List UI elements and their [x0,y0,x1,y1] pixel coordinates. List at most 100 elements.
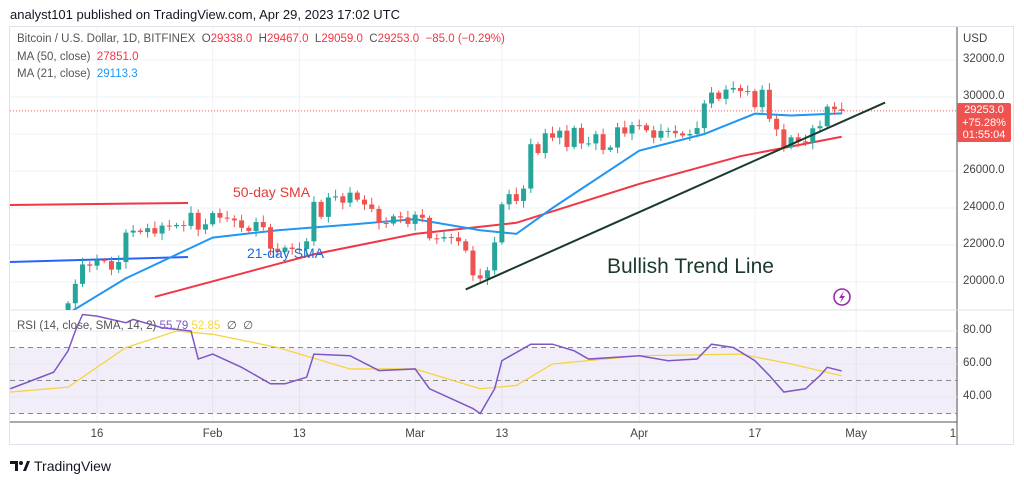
candle-body [427,217,433,239]
ma50-legend[interactable]: MA (50, close) 27851.0 [17,51,138,63]
lightning-icon [833,288,851,306]
candle-body [737,87,743,92]
annotation-trend-line: Bullish Trend Line [607,255,774,278]
candle-body [701,103,707,129]
candle-body [687,134,693,136]
candle-body [195,212,201,230]
candle-body [571,127,577,147]
tradingview-logo[interactable]: TradingView [10,458,111,474]
candle-body [419,214,425,218]
candle-body [383,222,389,224]
candle-body [434,238,440,240]
price-tick-label: 26000.0 [963,164,1005,176]
candle-body [665,130,671,132]
annotation-21-sma: 21-day SMA [247,245,325,261]
candle-body [470,250,476,276]
last-price: 29253.0 [964,104,1004,116]
candle-body [615,127,621,148]
time-tick-label: May [845,428,868,440]
candle-body [694,128,700,134]
candle-body [600,134,606,150]
low-value: 29059.0 [321,33,363,45]
candle-body [116,262,122,270]
candle-body [513,194,519,201]
candle-body [210,212,216,225]
last-price-badge: 29253.0 +75.28% 01:55:04 [957,103,1011,142]
candle-body [369,204,375,209]
candle-body [246,227,252,231]
ma21-label: MA (21, close) [17,68,91,80]
candle-body [231,218,237,221]
candle-body [549,133,555,138]
annotation-50-sma: 50-day SMA [233,184,311,200]
candle-body [535,144,541,154]
candle-body [137,230,143,233]
price-tick-label: 30000.0 [963,90,1005,102]
na-value: ∅ [243,320,254,332]
rsi-legend[interactable]: RSI (14, close, SMA, 14, 2) 55.79 52.85 … [17,318,253,332]
candle-body [824,106,830,127]
candle-body [152,228,158,234]
candle-body [484,270,490,279]
na-value: ∅ [226,320,237,332]
candle-body [658,130,664,138]
price-tick-label: 20000.0 [963,275,1005,287]
candle-body [607,147,613,150]
candle-body [831,106,837,110]
candle-body [456,237,461,242]
candle-body [766,89,772,119]
candle-body [188,212,194,226]
rsi-tick-label: 40.00 [963,390,992,402]
published-caption: analyst101 published on TradingView.com,… [10,7,401,22]
candle-body [405,217,411,224]
ma21-line [71,112,842,310]
candle-body [463,241,469,251]
candle-body [340,196,346,203]
candle-body [723,89,729,99]
candle-body [181,225,187,227]
rsi-tick-label: 60.00 [963,357,992,369]
candle-body [166,225,172,227]
candle-body [528,144,534,189]
time-tick-label: 16 [90,428,104,440]
candle-body [224,217,230,219]
lightning-bolt-icon [839,291,845,303]
candle-body [87,264,93,266]
candle-body [492,242,498,271]
candle-body [752,91,758,108]
candle-body [362,199,368,205]
candle-body [803,141,809,143]
change-value: −85.0 (−0.29%) [425,33,505,45]
candle-body [94,260,100,266]
candle-body [716,92,722,99]
ma21-value: 29113.3 [96,68,138,80]
candle-body [202,224,208,230]
candle-body [174,225,180,227]
candle-body [586,143,592,145]
ma21-legend[interactable]: MA (21, close) 29113.3 [17,68,138,80]
candle-body [80,264,86,284]
price-tick-label: 32000.0 [963,53,1005,65]
high-label: H [258,33,267,45]
time-tick-label: 13 [495,428,509,440]
bar-countdown: 01:55:04 [962,129,1006,141]
candle-body [239,220,245,228]
candle-body [304,241,310,250]
candle-body [217,212,223,218]
candle-body [325,197,331,217]
candle-body [354,192,360,200]
candle-body [268,227,274,249]
change-percent: +75.28% [962,116,1006,129]
candle-body [412,214,418,224]
currency-label: USD [963,33,988,45]
time-tick-label: 1 [949,428,957,440]
candle-body [441,237,447,239]
ma50-line [154,135,842,298]
candle-body [629,125,635,134]
candle-body [643,125,649,131]
candle-body [709,92,715,104]
close-value: 29253.0 [377,33,420,45]
candle-body [651,130,657,138]
candle-body [636,125,642,127]
